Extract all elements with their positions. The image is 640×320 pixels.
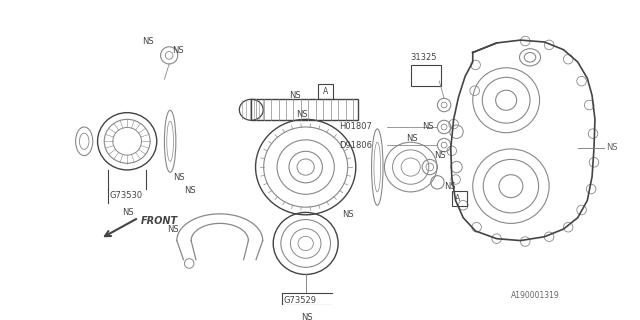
Text: A: A [455,194,460,203]
Text: NS: NS [296,110,308,119]
Bar [318,84,333,99]
Text: NS: NS [173,173,184,182]
Text: NS: NS [167,225,179,234]
Text: NS: NS [143,36,154,45]
Text: NS: NS [184,187,196,196]
Text: D91806: D91806 [339,140,372,150]
Text: A190001319: A190001319 [511,292,560,300]
Text: FRONT: FRONT [141,217,178,227]
Bar [411,65,441,86]
Text: NS: NS [406,134,417,143]
Bar [252,99,358,120]
Text: A: A [323,87,328,96]
Text: NS: NS [342,210,353,219]
Text: H01807: H01807 [339,123,372,132]
Bar [452,191,467,206]
Text: NS: NS [301,313,312,320]
Text: NS: NS [444,182,456,191]
Text: NS: NS [172,46,184,55]
Text: 31325: 31325 [411,53,437,62]
Text: NS: NS [289,91,301,100]
Text: G73529: G73529 [284,296,317,305]
Text: NS: NS [606,143,618,152]
Text: NS: NS [122,208,134,217]
Text: NS: NS [435,151,446,160]
Text: NS: NS [422,123,434,132]
Text: G73530: G73530 [110,191,143,200]
